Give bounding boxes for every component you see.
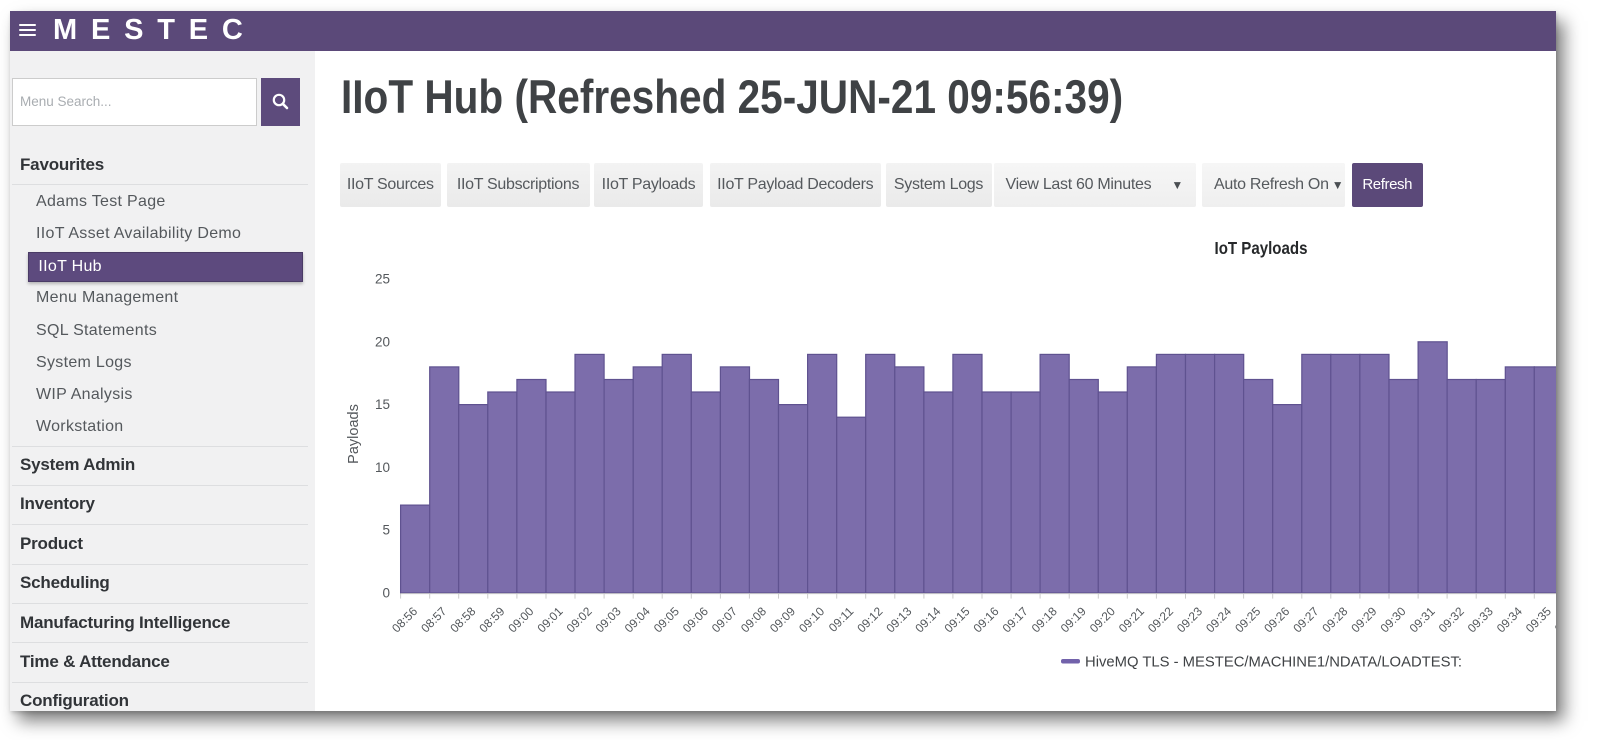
- svg-text:08:59: 08:59: [476, 604, 507, 635]
- svg-text:IoT Payloads: IoT Payloads: [1215, 238, 1308, 258]
- svg-text:09:16: 09:16: [970, 604, 1001, 635]
- svg-text:09:23: 09:23: [1174, 604, 1205, 635]
- svg-text:08:56: 08:56: [389, 604, 420, 635]
- svg-text:09:32: 09:32: [1436, 604, 1467, 635]
- svg-text:09:21: 09:21: [1116, 604, 1147, 635]
- svg-text:09:17: 09:17: [1000, 604, 1031, 635]
- svg-text:09:09: 09:09: [767, 604, 798, 635]
- svg-text:09:15: 09:15: [941, 604, 972, 635]
- svg-text:09:13: 09:13: [883, 604, 914, 635]
- svg-text:09:02: 09:02: [564, 604, 595, 635]
- svg-text:15: 15: [375, 397, 390, 412]
- svg-text:09:14: 09:14: [912, 604, 943, 635]
- svg-text:09:34: 09:34: [1494, 604, 1525, 635]
- svg-text:09:08: 09:08: [738, 604, 769, 635]
- svg-text:09:19: 09:19: [1058, 604, 1089, 635]
- svg-text:09:36: 09:36: [1552, 604, 1556, 635]
- svg-text:09:10: 09:10: [796, 604, 827, 635]
- svg-text:09:33: 09:33: [1465, 604, 1496, 635]
- svg-text:Payloads: Payloads: [346, 404, 362, 464]
- svg-text:08:57: 08:57: [418, 604, 449, 635]
- svg-text:09:31: 09:31: [1407, 604, 1438, 635]
- svg-text:20: 20: [375, 334, 390, 349]
- svg-text:09:18: 09:18: [1029, 604, 1060, 635]
- svg-text:HiveMQ TLS - MESTEC/MACHINE1/N: HiveMQ TLS - MESTEC/MACHINE1/NDATA/LOADT…: [1085, 654, 1462, 671]
- svg-text:09:03: 09:03: [593, 604, 624, 635]
- svg-text:09:06: 09:06: [680, 604, 711, 635]
- svg-text:09:20: 09:20: [1087, 604, 1118, 635]
- svg-text:09:22: 09:22: [1145, 604, 1176, 635]
- svg-text:09:28: 09:28: [1319, 604, 1350, 635]
- svg-text:09:25: 09:25: [1232, 604, 1263, 635]
- svg-text:09:24: 09:24: [1203, 604, 1234, 635]
- svg-text:09:07: 09:07: [709, 604, 740, 635]
- svg-text:09:04: 09:04: [622, 604, 653, 635]
- svg-text:08:58: 08:58: [447, 604, 478, 635]
- svg-text:09:05: 09:05: [651, 604, 682, 635]
- svg-text:10: 10: [375, 460, 390, 475]
- svg-text:09:27: 09:27: [1290, 604, 1321, 635]
- svg-text:09:11: 09:11: [826, 604, 857, 635]
- svg-text:0: 0: [382, 586, 390, 601]
- svg-text:09:00: 09:00: [505, 604, 536, 635]
- svg-text:25: 25: [375, 272, 390, 287]
- svg-text:09:01: 09:01: [534, 604, 565, 635]
- svg-text:09:26: 09:26: [1261, 604, 1292, 635]
- svg-text:5: 5: [382, 523, 390, 538]
- svg-text:09:12: 09:12: [854, 604, 885, 635]
- svg-text:09:35: 09:35: [1523, 604, 1554, 635]
- svg-text:09:29: 09:29: [1348, 604, 1379, 635]
- svg-text:09:30: 09:30: [1377, 604, 1408, 635]
